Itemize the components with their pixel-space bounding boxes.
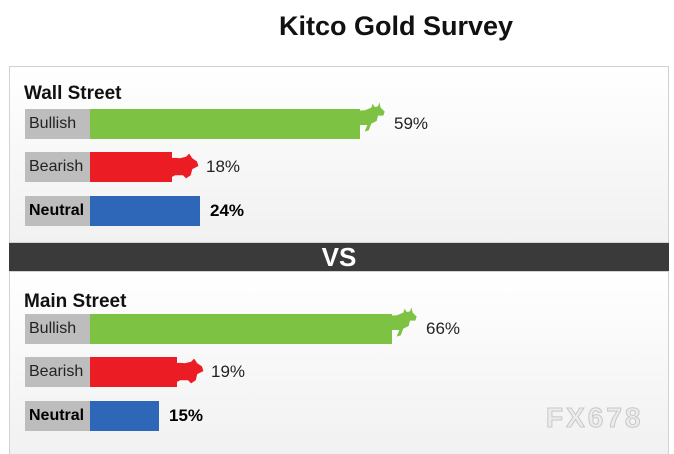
bar-row-bullish: Bullish 66% (25, 307, 665, 344)
wall-street-panel: Wall Street Bullish 59% Bearish 18% Neutral 2… (9, 66, 669, 243)
category-label-neutral: Neutral (25, 401, 90, 431)
data-label-bullish: 59% (394, 114, 429, 133)
bull-icon-shape (371, 307, 417, 337)
bar-row-neutral: Neutral 24% (25, 196, 665, 226)
bull-icon-shape (339, 102, 385, 132)
bull-icon (339, 102, 385, 132)
bar-row-bearish: Bearish 19% (25, 357, 665, 387)
category-label-bearish: Bearish (25, 152, 90, 182)
bar-neutral (90, 401, 159, 431)
category-label-bullish: Bullish (25, 109, 90, 139)
data-label-neutral: 24% (210, 201, 245, 220)
bar-row-bullish: Bullish 59% (25, 102, 665, 139)
data-label-neutral: 15% (169, 406, 204, 425)
category-label-bullish: Bullish (25, 314, 90, 344)
watermark: FX678 (546, 402, 644, 434)
series-heading-wall-street: Wall Street (24, 83, 122, 104)
bear-icon (157, 358, 204, 384)
bear-icon (152, 153, 199, 179)
category-label-neutral: Neutral (25, 196, 90, 226)
vs-divider: VS (9, 243, 669, 271)
data-label-bearish: 19% (211, 362, 246, 381)
bar-bullish (90, 314, 392, 344)
main-street-panel: Main Street Bullish 66% Bearish 19% Neutral 1… (9, 271, 669, 454)
bar-bullish (90, 109, 360, 139)
bear-icon-shape (157, 358, 204, 384)
chart-title: Kitco Gold Survey (278, 11, 514, 41)
series-heading-main-street: Main Street (24, 291, 127, 312)
data-label-bearish: 18% (206, 157, 241, 176)
bear-icon-shape (152, 153, 199, 179)
bull-icon (371, 307, 417, 337)
bar-neutral (90, 196, 200, 226)
data-label-bullish: 66% (426, 319, 461, 338)
category-label-bearish: Bearish (25, 357, 90, 387)
bar-row-neutral: Neutral 15% (25, 401, 665, 431)
bar-row-bearish: Bearish 18% (25, 152, 665, 182)
